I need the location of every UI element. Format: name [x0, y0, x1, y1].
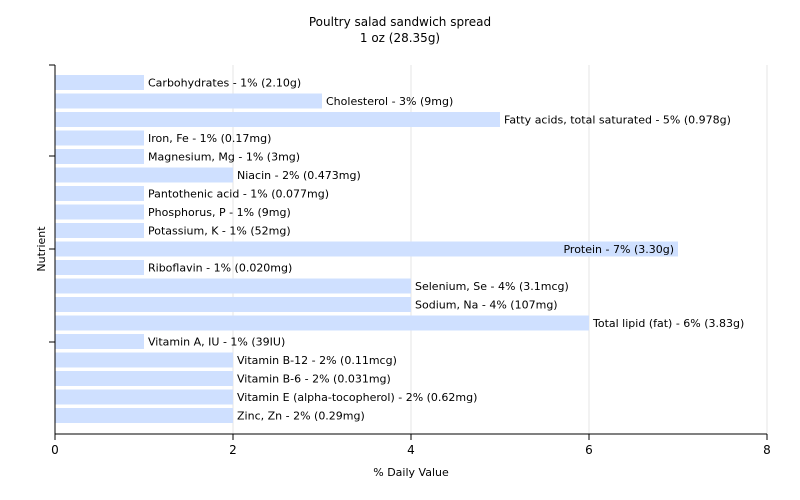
- bar: [55, 297, 411, 312]
- bar-label: Magnesium, Mg - 1% (3mg): [148, 151, 300, 164]
- bar: [55, 315, 589, 331]
- bar-label: Niacin - 2% (0.473mg): [237, 169, 361, 182]
- bar-label: Carbohydrates - 1% (2.10g): [148, 77, 301, 90]
- bar: [55, 260, 144, 275]
- x-axis-label: % Daily Value: [373, 466, 449, 479]
- bar-label: Total lipid (fat) - 6% (3.83g): [592, 317, 744, 330]
- bar-label: Vitamin E (alpha-tocopherol) - 2% (0.62m…: [237, 391, 477, 404]
- bar-label: Riboflavin - 1% (0.020mg): [148, 262, 292, 275]
- x-tick-label: 6: [585, 443, 593, 457]
- bar-label: Pantothenic acid - 1% (0.077mg): [148, 188, 329, 201]
- x-tick-label: 2: [229, 443, 237, 457]
- bar-label: Vitamin B-12 - 2% (0.11mcg): [237, 354, 397, 367]
- bar-label: Iron, Fe - 1% (0.17mg): [148, 132, 271, 145]
- bar: [55, 389, 233, 405]
- bar-label: Vitamin B-6 - 2% (0.031mg): [237, 373, 391, 386]
- bar-label: Phosphorus, P - 1% (9mg): [148, 206, 291, 219]
- bar-label: Potassium, K - 1% (52mg): [148, 225, 291, 238]
- bar-label: Fatty acids, total saturated - 5% (0.978…: [504, 114, 731, 127]
- bar: [55, 149, 144, 164]
- bar: [55, 241, 678, 257]
- x-tick-label: 4: [407, 443, 415, 457]
- bar: [55, 371, 233, 386]
- chart-subtitle: 1 oz (28.35g): [359, 31, 441, 45]
- axes: 0 2 4 6 8: [49, 64, 771, 457]
- bar: [55, 278, 411, 294]
- bar: [55, 130, 144, 146]
- bar-label: Cholesterol - 3% (9mg): [326, 95, 453, 108]
- x-tick-label: 0: [51, 443, 59, 457]
- bar: [55, 186, 144, 201]
- bar: [55, 93, 322, 109]
- bar: [55, 112, 500, 127]
- bar: [55, 352, 233, 368]
- bar-label: Zinc, Zn - 2% (0.29mg): [237, 410, 365, 423]
- bar: [55, 408, 233, 423]
- bar-label: Vitamin A, IU - 1% (39IU): [148, 336, 285, 349]
- bar-label: Selenium, Se - 4% (3.1mcg): [415, 280, 569, 293]
- bar-label: Protein - 7% (3.30g): [563, 243, 674, 256]
- bar: [55, 167, 233, 183]
- bar: [55, 223, 144, 238]
- bars: Carbohydrates - 1% (2.10g) Cholesterol - …: [55, 75, 744, 423]
- bar: [55, 334, 144, 349]
- x-tick-label: 8: [763, 443, 771, 457]
- bar-label: Sodium, Na - 4% (107mg): [415, 299, 558, 312]
- bar: [55, 75, 144, 90]
- bar: [55, 204, 144, 220]
- chart-title: Poultry salad sandwich spread: [308, 15, 492, 29]
- y-axis-label: Nutrient: [35, 226, 48, 272]
